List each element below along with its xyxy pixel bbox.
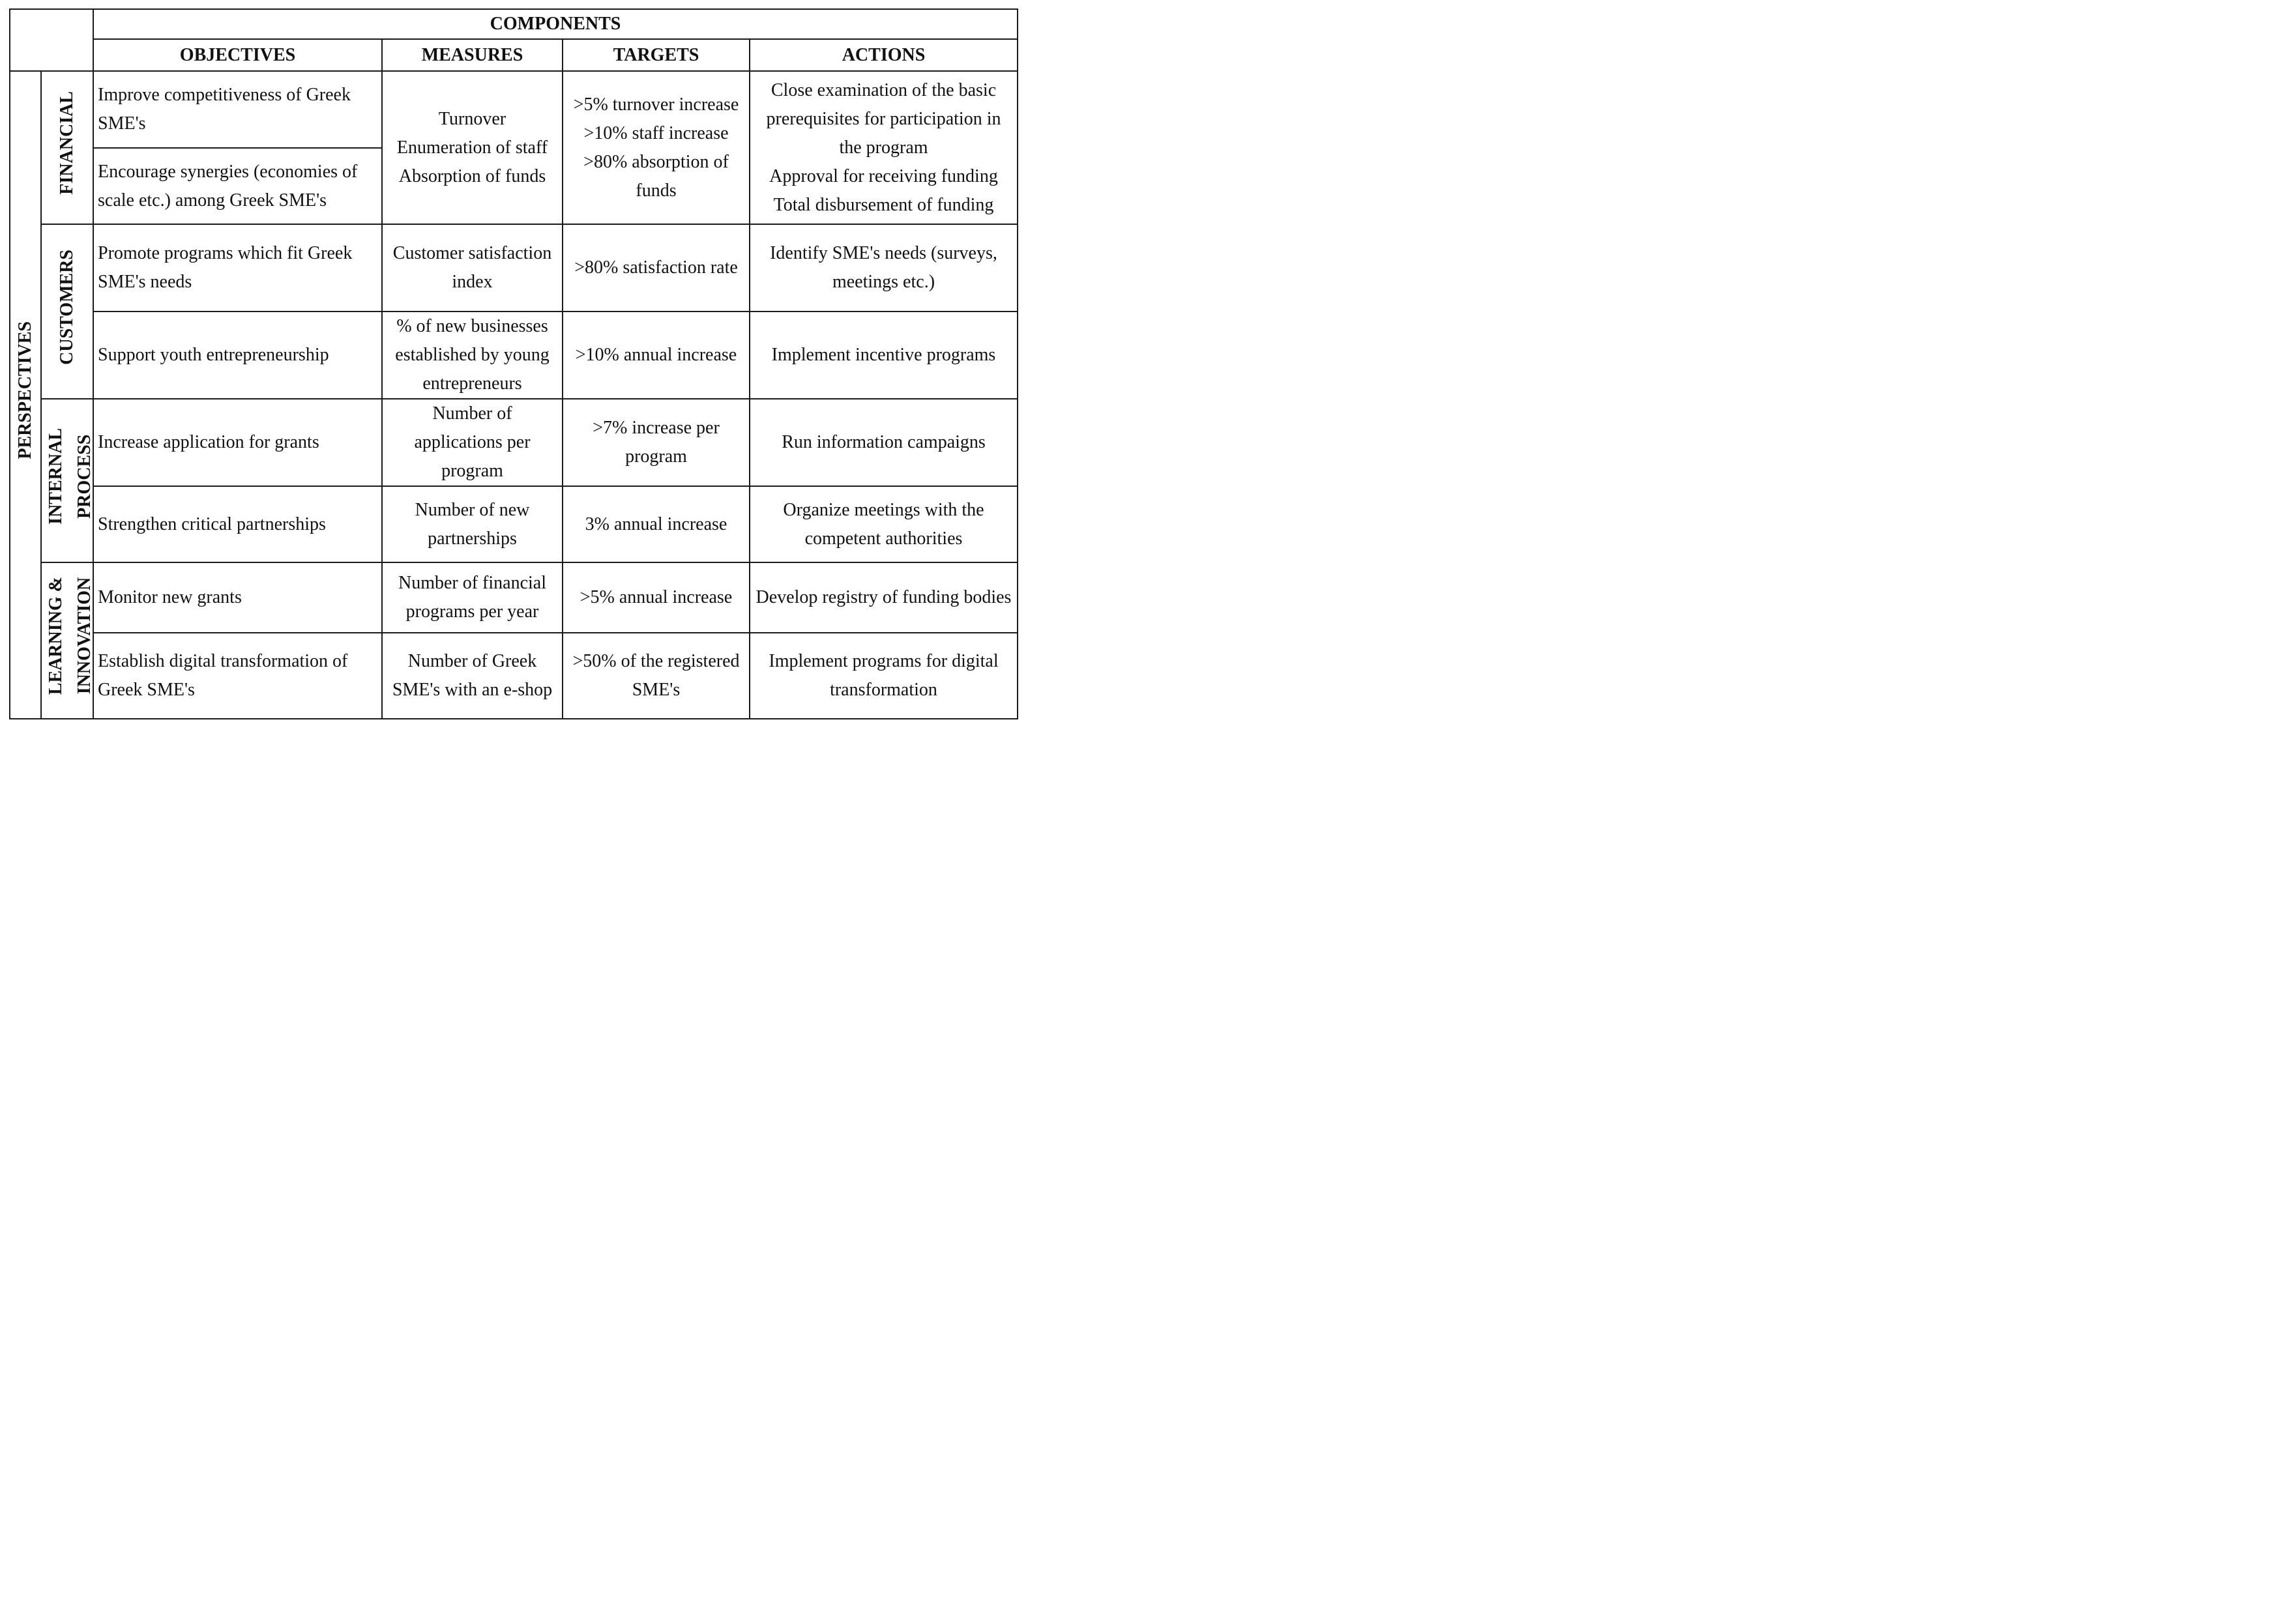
- financial-target-3: >80% absorption of funds: [583, 151, 729, 201]
- components-header: COMPONENTS: [93, 8, 1018, 40]
- internal-process-target-2: 3% annual increase: [562, 486, 750, 563]
- financial-objective-1: Improve competitiveness of Greek SME's: [93, 70, 383, 149]
- internal-process-measure-1: Number of applications per program: [381, 398, 563, 487]
- customers-action-2: Implement incentive programs: [749, 311, 1018, 399]
- customers-action-1: Identify SME's needs (surveys, meetings …: [749, 224, 1018, 312]
- targets-header: TARGETS: [562, 38, 750, 72]
- customers-label: CUSTOMERS: [57, 249, 77, 365]
- measures-header: MEASURES: [381, 38, 563, 72]
- internal-process-target-1: >7% increase per program: [562, 398, 750, 487]
- financial-label: FINANCIAL: [57, 91, 77, 195]
- perspectives-label-cell: PERSPECTIVES: [9, 70, 42, 719]
- learning-innovation-label: LEARNING & INNOVATION: [46, 577, 93, 695]
- financial-measure-2: Enumeration of staff: [396, 137, 548, 158]
- customers-measure-2: % of new businesses established by young…: [381, 311, 563, 399]
- financial-label-cell: FINANCIAL: [40, 70, 94, 225]
- internal-process-action-2: Organize meetings with the competent aut…: [749, 486, 1018, 563]
- learning-innovation-objective-1: Monitor new grants: [93, 562, 383, 633]
- internal-process-objective-1: Increase application for grants: [93, 398, 383, 487]
- customers-label-cell: CUSTOMERS: [40, 224, 94, 399]
- learning-innovation-action-1: Develop registry of funding bodies: [749, 562, 1018, 633]
- financial-target-2: >10% staff increase: [583, 123, 729, 143]
- customers-objective-2: Support youth entrepreneurship: [93, 311, 383, 399]
- customers-target-2: >10% annual increase: [562, 311, 750, 399]
- internal-process-label: INTERNAL PROCESS: [46, 428, 93, 525]
- financial-objective-2: Encourage synergies (economies of scale …: [93, 147, 383, 225]
- learning-innovation-measure-2: Number of Greek SME's with an e-shop: [381, 632, 563, 719]
- actions-header: ACTIONS: [749, 38, 1018, 72]
- financial-action-1: Close examination of the basic prerequis…: [766, 80, 1001, 158]
- financial-actions: Close examination of the basic prerequis…: [749, 70, 1018, 225]
- objectives-header: OBJECTIVES: [93, 38, 383, 72]
- financial-measure-3: Absorption of funds: [398, 166, 546, 186]
- learning-innovation-measure-1: Number of financial programs per year: [381, 562, 563, 633]
- learning-innovation-action-2: Implement programs for digital transform…: [749, 632, 1018, 719]
- customers-target-1: >80% satisfaction rate: [562, 224, 750, 312]
- financial-action-3: Total disbursement of funding: [773, 194, 994, 215]
- customers-objective-1: Promote programs which fit Greek SME's n…: [93, 224, 383, 312]
- internal-process-action-1: Run information campaigns: [749, 398, 1018, 487]
- balanced-scorecard-table: COMPONENTS OBJECTIVES MEASURES TARGETS A…: [9, 8, 1018, 719]
- corner-cell: [9, 8, 94, 72]
- financial-target-1: >5% turnover increase: [573, 94, 739, 115]
- learning-innovation-objective-2: Establish digital transformation of Gree…: [93, 632, 383, 719]
- internal-process-measure-2: Number of new partnerships: [381, 486, 563, 563]
- learning-innovation-label-cell: LEARNING & INNOVATION: [40, 562, 94, 719]
- financial-measure-1: Turnover: [438, 108, 506, 129]
- internal-process-objective-2: Strengthen critical partnerships: [93, 486, 383, 563]
- internal-process-label-cell: INTERNAL PROCESS: [40, 398, 94, 563]
- learning-innovation-target-2: >50% of the registered SME's: [562, 632, 750, 719]
- financial-measures: Turnover Enumeration of staff Absorption…: [381, 70, 563, 225]
- perspectives-label: PERSPECTIVES: [15, 321, 35, 459]
- financial-action-2: Approval for receiving funding: [769, 166, 998, 186]
- learning-innovation-target-1: >5% annual increase: [562, 562, 750, 633]
- customers-measure-1: Customer satisfaction index: [381, 224, 563, 312]
- financial-targets: >5% turnover increase >10% staff increas…: [562, 70, 750, 225]
